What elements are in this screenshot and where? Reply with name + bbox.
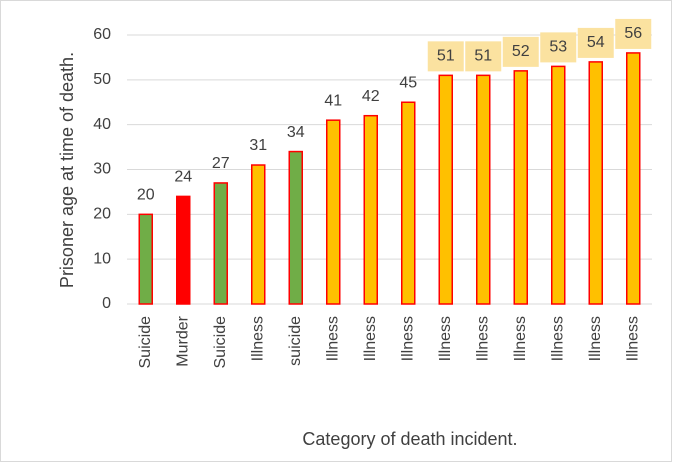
bar	[251, 164, 266, 305]
data-label: 51	[474, 48, 492, 65]
x-tick-label: Illness	[249, 316, 266, 361]
data-label: 34	[287, 124, 305, 141]
data-label-background	[540, 32, 577, 63]
data-label: 41	[324, 92, 342, 109]
data-label: 31	[249, 137, 267, 154]
bar	[626, 52, 641, 305]
data-label-background	[502, 36, 539, 67]
data-label: 20	[137, 187, 155, 204]
data-label-background	[615, 18, 652, 49]
x-tick-label: Suicide	[212, 316, 229, 369]
data-label: 56	[624, 25, 642, 42]
bar	[476, 74, 491, 305]
y-tick-label: 40	[93, 116, 111, 133]
x-tick-label: Suicide	[137, 316, 154, 369]
x-tick-label: Illness	[324, 316, 341, 361]
x-tick-label: Illness	[399, 316, 416, 361]
data-label-background	[465, 41, 502, 72]
data-label: 53	[549, 39, 567, 56]
x-tick-label: Illness	[362, 316, 379, 361]
bar	[176, 195, 191, 305]
y-tick-label: 10	[93, 250, 111, 267]
x-axis-title: Category of death incident.	[302, 429, 517, 449]
data-label: 27	[212, 155, 230, 172]
y-tick-label: 50	[93, 71, 111, 88]
bar	[588, 61, 603, 305]
data-label-background	[427, 41, 464, 72]
bar	[326, 119, 341, 305]
x-tick-label: Illness	[437, 316, 454, 361]
x-tick-label: suicide	[287, 316, 304, 366]
data-label: 42	[362, 88, 380, 105]
data-label: 52	[512, 43, 530, 60]
bar	[438, 74, 453, 305]
x-tick-label: Illness	[624, 316, 641, 361]
bar	[288, 150, 303, 305]
x-tick-label: Illness	[549, 316, 566, 361]
x-tick-label: Illness	[512, 316, 529, 361]
x-tick-label: Illness	[587, 316, 604, 361]
x-tick-label: Murder	[174, 315, 191, 366]
bar	[513, 70, 528, 305]
data-label: 51	[437, 48, 455, 65]
data-label: 54	[587, 34, 605, 51]
bar	[551, 65, 566, 305]
bar	[401, 101, 416, 305]
data-label: 24	[174, 169, 192, 186]
y-tick-label: 30	[93, 161, 111, 178]
y-tick-label: 60	[93, 26, 111, 43]
bar	[138, 213, 153, 305]
bar	[213, 182, 228, 305]
y-tick-label: 0	[102, 295, 111, 312]
x-tick-label: Illness	[474, 316, 491, 361]
y-axis-title: Prisoner age at time of death.	[57, 52, 77, 288]
y-tick-label: 20	[93, 206, 111, 223]
bar	[363, 114, 378, 305]
data-label-background	[577, 27, 614, 58]
data-label: 45	[399, 74, 417, 91]
